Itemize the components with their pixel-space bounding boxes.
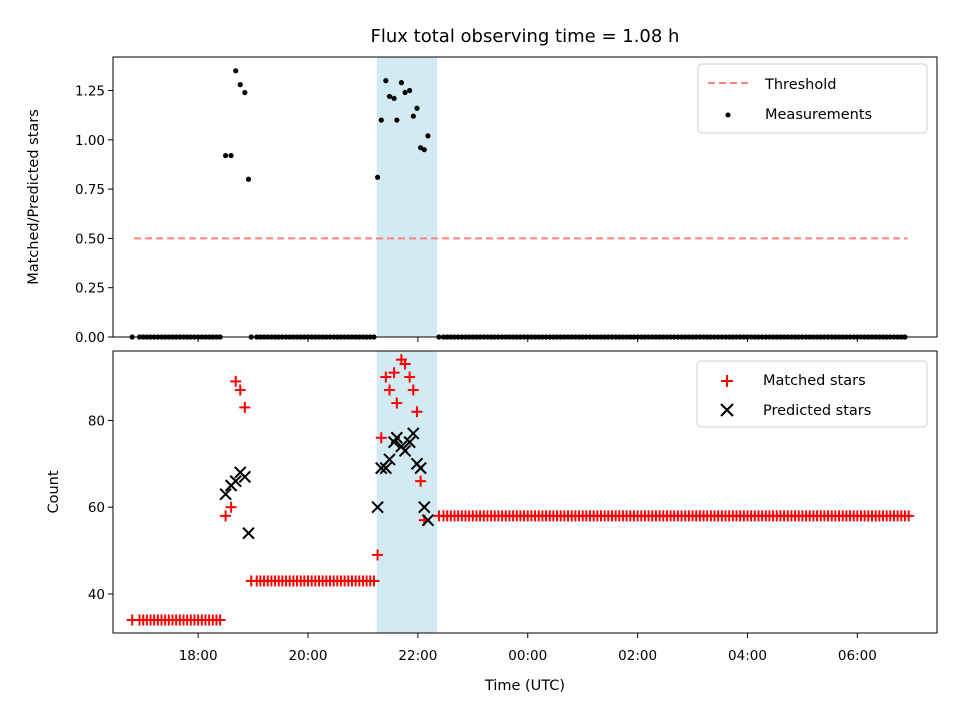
predicted-star-point <box>398 444 412 457</box>
matched-star-point <box>415 475 427 487</box>
bottom-y-axis-label: Count <box>46 470 62 513</box>
matched-star-point <box>388 367 400 379</box>
matched-star-point <box>399 358 411 370</box>
predicted-star-point <box>421 513 435 527</box>
measurement-point <box>223 152 229 159</box>
measurement-point <box>407 87 413 94</box>
measurement-point <box>242 89 248 96</box>
bottom-legend-box <box>696 360 928 428</box>
matched-star-point <box>225 501 237 513</box>
matched-star-point <box>380 371 392 383</box>
matched-star-point <box>230 375 242 387</box>
matched-star-point <box>391 397 403 409</box>
top-legend-box <box>697 63 928 134</box>
legend-predicted-swatch <box>720 403 734 417</box>
measurement-point <box>228 152 234 159</box>
measurement-point <box>425 133 431 139</box>
x-tick-label: 18:00 <box>179 648 218 664</box>
measurement-point <box>394 117 400 123</box>
legend-matched-swatch <box>721 375 733 387</box>
measurement-point <box>383 78 389 84</box>
legend-matched-label: Matched stars <box>763 373 866 389</box>
measurement-point <box>410 113 416 119</box>
predicted-star-point <box>238 470 252 484</box>
legend-measurements-label: Measurements <box>765 107 872 123</box>
top-panel: 0.00 0.25 0.50 0.75 1.00 1.25 Matched/Predict… <box>26 56 938 346</box>
y-tick-label: 1.25 <box>75 84 105 100</box>
bottom-axes-frame <box>112 350 938 634</box>
bottom-legend: Matched stars Predicted stars <box>696 360 928 428</box>
y-tick-label: 80 <box>88 413 105 429</box>
measurement-point <box>245 176 252 182</box>
measurement-point <box>398 80 404 86</box>
legend-threshold-label: Threshold <box>764 77 836 93</box>
predicted-star-point <box>418 500 431 514</box>
measurement-point <box>374 174 381 180</box>
y-tick-label: 0.75 <box>75 182 105 198</box>
legend-measurements-swatch <box>725 112 731 118</box>
matched-star-point <box>383 384 395 396</box>
y-tick-label: 60 <box>88 500 105 516</box>
y-tick-label: 1.00 <box>75 133 105 149</box>
bottom-panel: 40 60 80 18:00 20:00 22:00 00:00 02:00 04:00 06:… <box>46 350 938 694</box>
matched-star-point <box>234 384 246 396</box>
x-tick-label: 00:00 <box>508 648 547 664</box>
measurement-point <box>378 117 384 123</box>
x-tick-label: 04:00 <box>728 648 767 664</box>
measurement-point <box>237 82 243 88</box>
predicted-star-point <box>407 427 420 440</box>
predicted-star-point <box>383 453 396 466</box>
predicted-star-point <box>390 431 404 444</box>
bottom-y-ticks: 40 60 80 <box>88 413 113 603</box>
predicted-star-point <box>403 435 416 449</box>
top-y-axis-label: Matched/Predicted stars <box>26 109 42 285</box>
top-axes-frame <box>112 56 938 338</box>
matched-star-point <box>407 384 419 396</box>
predicted-star-point <box>379 461 393 475</box>
matched-star-point <box>214 614 226 626</box>
top-legend: Threshold Measurements <box>697 63 928 134</box>
x-axis-label: Time (UTC) <box>484 678 565 694</box>
predicted-stars-points <box>219 427 435 540</box>
measurement-point <box>421 147 427 153</box>
y-tick-label: 0.00 <box>75 330 105 346</box>
bottom-x-ticks: 18:00 20:00 22:00 00:00 02:00 04:00 06:00 <box>179 633 877 664</box>
matched-star-point <box>903 510 915 522</box>
predicted-star-point <box>229 474 242 488</box>
y-tick-label: 40 <box>88 587 105 603</box>
matched-star-point <box>411 406 423 418</box>
legend-predicted-label: Predicted stars <box>763 403 871 419</box>
y-tick-label: 0.25 <box>75 281 105 297</box>
measurement-point <box>233 68 239 74</box>
top-observing-window <box>376 57 438 337</box>
matched-stars-points <box>126 354 915 626</box>
matched-star-point <box>375 432 387 444</box>
measurement-point <box>414 105 420 111</box>
measurement-point <box>402 89 408 96</box>
measurement-point <box>386 93 393 100</box>
top-y-ticks: 0.00 0.25 0.50 0.75 1.00 1.25 <box>75 84 113 346</box>
matched-star-point <box>220 510 232 522</box>
matched-star-point <box>372 549 384 561</box>
predicted-star-point <box>219 487 232 501</box>
predicted-star-point <box>371 500 384 514</box>
predicted-star-point <box>414 461 427 475</box>
predicted-star-point <box>242 527 255 540</box>
measurement-point <box>391 95 397 102</box>
bottom-observing-window <box>376 351 438 633</box>
y-tick-label: 0.50 <box>75 231 105 247</box>
chart-title: Flux total observing time = 1.08 h <box>371 26 680 47</box>
x-tick-label: 02:00 <box>618 648 657 664</box>
x-tick-label: 22:00 <box>398 648 437 664</box>
matched-star-point <box>404 371 416 383</box>
x-tick-label: 06:00 <box>838 648 877 664</box>
matched-star-point <box>239 401 251 413</box>
matched-star-point <box>368 575 380 587</box>
x-tick-label: 20:00 <box>289 648 328 664</box>
